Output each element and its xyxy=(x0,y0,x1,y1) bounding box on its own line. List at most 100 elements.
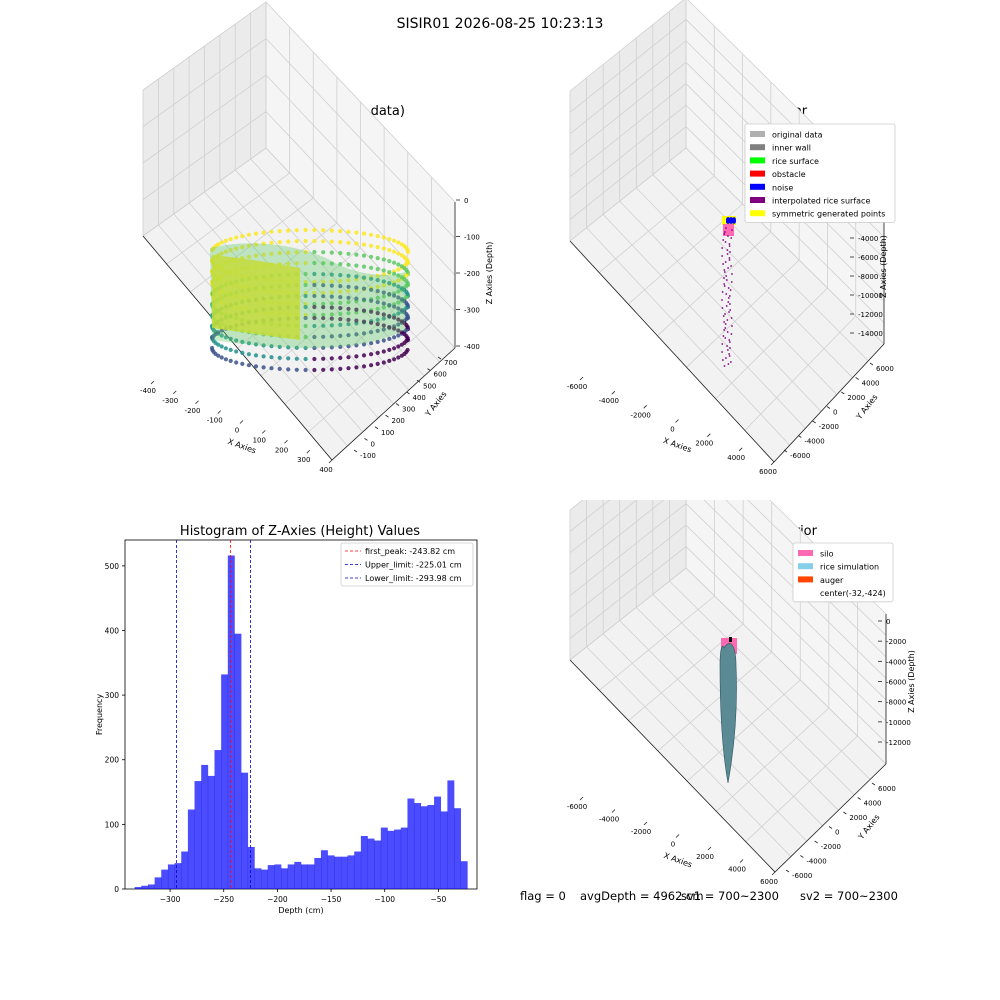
data-point xyxy=(369,254,374,259)
data-point xyxy=(219,355,224,360)
data-point xyxy=(338,273,343,278)
data-point xyxy=(369,309,374,314)
x-tick xyxy=(707,846,712,851)
data-point xyxy=(338,322,343,327)
data-point xyxy=(354,365,359,370)
interpolated-point xyxy=(729,251,731,253)
z-gridline xyxy=(142,74,456,276)
data-point xyxy=(346,262,351,267)
data-point xyxy=(361,242,367,247)
legend-swatch xyxy=(750,144,765,151)
data-point xyxy=(338,333,343,338)
z-tick-label: -4000 xyxy=(858,235,878,243)
data-point xyxy=(381,279,386,284)
interpolated-point xyxy=(727,297,730,299)
interpolated-point xyxy=(728,339,731,341)
histogram-bar xyxy=(380,827,388,889)
data-point xyxy=(354,296,359,301)
data-point xyxy=(303,279,308,285)
data-point xyxy=(303,334,308,340)
data-point xyxy=(338,240,343,245)
x-tick-label: 4000 xyxy=(727,454,745,462)
y-gridline xyxy=(586,227,791,446)
interpolated-point xyxy=(721,351,723,353)
data-point xyxy=(286,345,291,350)
data-point xyxy=(396,284,401,289)
data-point xyxy=(361,286,367,291)
histogram-bar xyxy=(374,840,382,889)
z-tick-label: -6000 xyxy=(886,679,906,687)
data-point xyxy=(228,336,233,341)
z-tick-label: -4000 xyxy=(886,658,906,666)
x-tick-label: -4000 xyxy=(599,816,619,824)
data-point xyxy=(381,349,386,354)
data-point xyxy=(228,347,233,352)
data-point xyxy=(369,265,374,270)
data-point xyxy=(375,267,380,272)
y-tick-label: 0 xyxy=(371,440,375,448)
data-point xyxy=(346,344,351,349)
y-tick xyxy=(812,420,816,424)
histogram-bar xyxy=(301,864,308,889)
data-point xyxy=(329,290,334,295)
x-tick xyxy=(643,821,648,826)
y-gridline xyxy=(586,646,792,857)
interpolated-point xyxy=(728,353,731,355)
x-tick-label: -2000 xyxy=(631,828,651,836)
z-gridline xyxy=(142,1,456,203)
data-point xyxy=(234,235,239,240)
data-point xyxy=(261,354,266,359)
y-tick-label: 500 xyxy=(105,562,120,571)
interpolated-point xyxy=(721,359,724,361)
data-point xyxy=(294,228,299,233)
data-point xyxy=(396,278,401,283)
interpolated-point xyxy=(725,357,727,359)
floor-pane xyxy=(570,148,884,462)
data-point xyxy=(381,305,386,310)
z-tick-label: -12000 xyxy=(886,739,911,747)
data-point xyxy=(392,304,397,309)
data-point xyxy=(303,345,308,351)
data-point xyxy=(246,243,251,248)
x-tick-label: 100 xyxy=(253,436,266,444)
data-point xyxy=(269,251,274,256)
legend-label: obstacle xyxy=(772,170,806,179)
y-gridline xyxy=(619,200,822,412)
data-point xyxy=(381,283,386,288)
data-point xyxy=(381,272,386,277)
x-tick xyxy=(579,796,584,801)
data-point xyxy=(375,300,380,305)
x-tick xyxy=(611,390,616,395)
interpolated-point xyxy=(726,249,729,251)
y-gridline xyxy=(602,633,807,842)
data-point xyxy=(329,334,334,339)
y-tick-label: 200 xyxy=(392,417,405,425)
y-tick-label: -100 xyxy=(360,452,376,460)
data-point xyxy=(399,353,404,358)
data-point xyxy=(396,322,401,327)
data-point xyxy=(396,289,401,294)
x-gridline xyxy=(745,735,858,843)
interpolated-point xyxy=(726,349,729,351)
interpolated-point xyxy=(727,287,730,289)
data-point xyxy=(321,279,326,284)
interpolated-point xyxy=(727,363,730,365)
data-point xyxy=(303,238,308,244)
z-gridline xyxy=(569,104,885,302)
data-point xyxy=(269,229,274,234)
data-point xyxy=(392,282,397,287)
data-point xyxy=(375,322,380,327)
data-point xyxy=(219,333,224,338)
interpolated-point xyxy=(728,295,731,297)
interpolated-point xyxy=(725,275,728,277)
z-tick-label: 0 xyxy=(464,197,468,205)
interpolated-point xyxy=(723,285,726,287)
x-tick-label: 6000 xyxy=(760,878,778,886)
x-tick xyxy=(217,410,222,414)
x-tick xyxy=(611,809,616,813)
sv2-text: sv2 = 700~2300 xyxy=(800,889,898,903)
data-point xyxy=(396,306,401,311)
interpolated-point xyxy=(723,329,726,331)
data-point xyxy=(354,354,359,359)
y-axis-label: Frequency xyxy=(95,694,104,736)
